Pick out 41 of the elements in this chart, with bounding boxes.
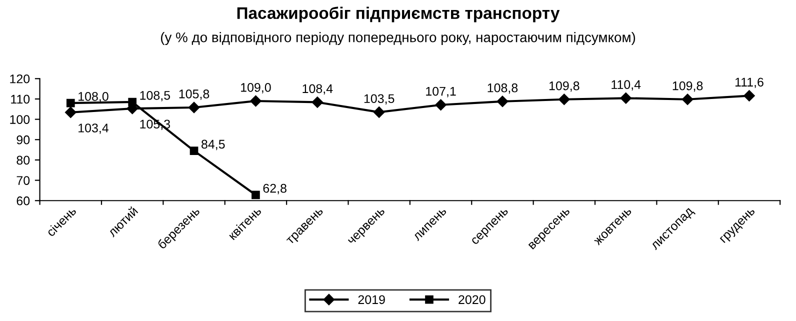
point <box>744 90 755 102</box>
y-tick-label: 100 <box>10 115 30 124</box>
point <box>128 98 136 106</box>
chart-subtitle: (у % до відповідного періоду попереднього року, наростаючим підсумком) <box>160 32 636 45</box>
point <box>252 190 260 200</box>
data-label: 108,8 <box>488 83 518 94</box>
point <box>682 94 694 105</box>
point <box>190 146 198 155</box>
legend-label: 2019 <box>358 295 385 304</box>
y-tick-label: 80 <box>16 156 30 165</box>
y-tick-label: 60 <box>16 196 30 206</box>
y-tick-label: 120 <box>10 74 30 84</box>
data-label: 109,0 <box>241 83 271 94</box>
data-label: 111,6 <box>735 78 764 88</box>
y-tick-label: 90 <box>16 135 30 144</box>
point <box>373 106 385 118</box>
y-tick-label: 110 <box>11 94 30 104</box>
data-label: 107,1 <box>426 86 456 98</box>
data-label: 109,8 <box>672 81 703 92</box>
data-label: 108,0 <box>78 92 108 102</box>
data-label: 109,8 <box>549 81 580 92</box>
data-label: 103,5 <box>364 94 394 105</box>
data-label: 62,8 <box>263 184 286 194</box>
point <box>312 96 324 108</box>
point <box>188 102 200 114</box>
data-label: 103,4 <box>78 124 109 134</box>
data-label: 84,5 <box>202 140 225 150</box>
point <box>620 92 632 104</box>
data-label: 108,5 <box>140 90 170 102</box>
point <box>65 106 76 118</box>
point <box>250 95 262 107</box>
data-label: 110,4 <box>612 80 641 90</box>
point <box>66 98 75 108</box>
data-label: 105,8 <box>179 90 210 100</box>
chart-title: Пасажирообіг підприємств транспорту <box>237 6 560 22</box>
data-label: 108,4 <box>302 84 333 95</box>
y-tick-label: 70 <box>16 176 30 185</box>
point <box>435 99 446 110</box>
point <box>496 96 508 108</box>
point <box>558 94 570 105</box>
legend-label: 2020 <box>458 295 486 304</box>
